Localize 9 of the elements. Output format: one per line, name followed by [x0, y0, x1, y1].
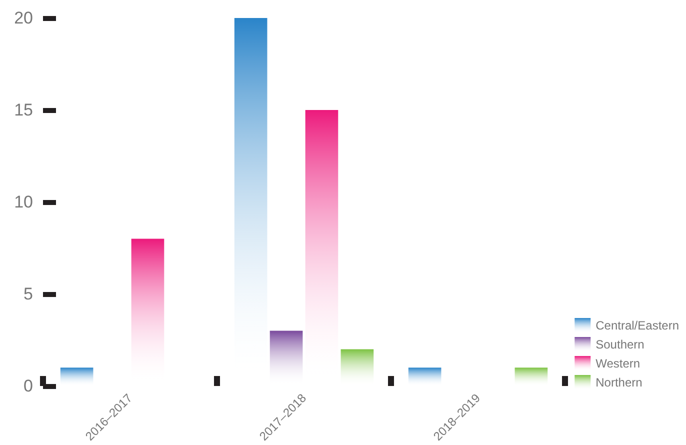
legend-label: Central/Eastern	[596, 318, 679, 332]
legend-label: Northern	[596, 376, 642, 390]
y-tick-label: 10	[14, 192, 33, 212]
y-tick-label: 20	[14, 8, 33, 28]
y-tick-label: 15	[14, 100, 33, 120]
y-tick-label: 0	[24, 376, 33, 396]
legend-label: Southern	[596, 338, 644, 352]
legend-label: Western	[596, 356, 640, 370]
y-tick-label: 5	[24, 284, 33, 304]
